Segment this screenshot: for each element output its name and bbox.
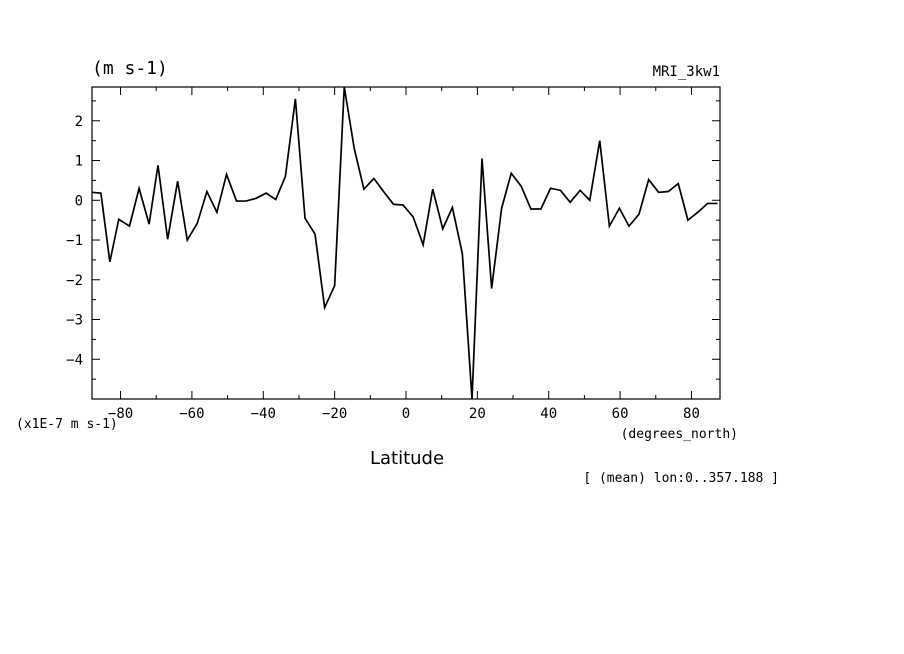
- x-tick-label: −80: [108, 406, 133, 422]
- x-tick-label: −60: [179, 406, 204, 422]
- x-tick-label: 80: [683, 406, 700, 422]
- axis-tick-labels: −80 −60 −40 −20 0 20 40 60 80 −4 −3 −2 −1 0 1 2: [66, 114, 700, 422]
- units-label: (m s-1): [92, 58, 168, 79]
- y-tick-label: −1: [66, 233, 83, 249]
- y-tick-label: −3: [66, 313, 83, 329]
- x-tick-label: −40: [251, 406, 276, 422]
- model-label: MRI_3kw1: [653, 64, 720, 80]
- axis-ticks: [92, 87, 720, 399]
- x-tick-label: −20: [322, 406, 347, 422]
- x-axis-title: Latitude: [370, 448, 444, 469]
- y-tick-label: −2: [66, 273, 83, 289]
- footnote: [ (mean) lon:0..357.188 ]: [583, 471, 779, 486]
- x-tick-label: 60: [612, 406, 629, 422]
- x-unit-label: (degrees_north): [621, 427, 738, 442]
- y-tick-label: 0: [75, 193, 83, 209]
- y-tick-label: 2: [75, 114, 83, 130]
- x-tick-label: 0: [402, 406, 410, 422]
- y-tick-label: 1: [75, 154, 83, 170]
- series-line: [92, 87, 718, 399]
- x-tick-label: 20: [469, 406, 486, 422]
- y-scale-label: (x1E-7 m s-1): [16, 417, 118, 432]
- x-tick-label: 40: [540, 406, 557, 422]
- series-group: [92, 87, 718, 399]
- y-tick-label: −4: [66, 352, 83, 368]
